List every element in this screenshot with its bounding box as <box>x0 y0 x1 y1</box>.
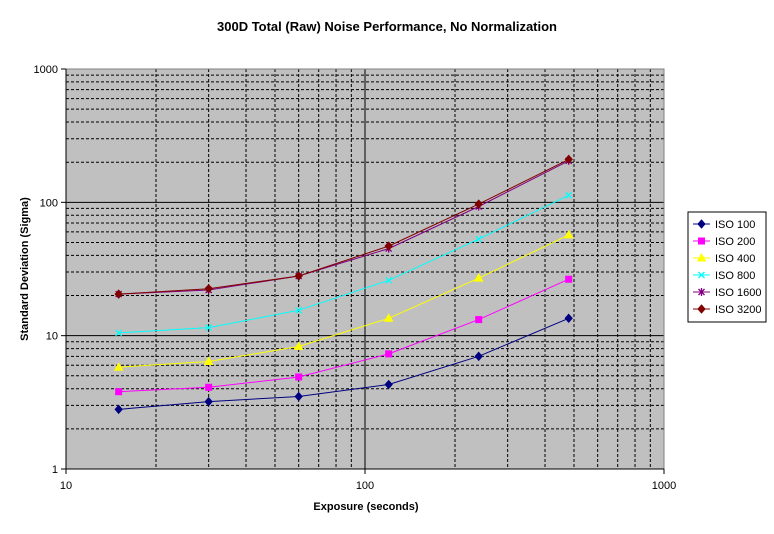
legend-item: ISO 800 <box>693 270 755 282</box>
chart-title: 300D Total (Raw) Noise Performance, No N… <box>217 19 557 34</box>
data-point <box>294 271 303 281</box>
y-tick-label: 100 <box>40 197 58 209</box>
data-point-stroke <box>698 271 705 279</box>
series-iso-200 <box>115 275 573 396</box>
data-point-stroke <box>475 235 483 243</box>
legend-label: ISO 200 <box>715 236 755 248</box>
data-point <box>203 356 214 366</box>
data-point <box>475 235 483 243</box>
x-axis-label: Exposure (seconds) <box>313 501 418 513</box>
x-tick-label: 100 <box>356 480 374 492</box>
data-point-stroke <box>115 329 123 337</box>
gridlines <box>66 69 664 469</box>
data-point <box>385 350 393 358</box>
x-tick-label: 10 <box>60 480 72 492</box>
data-point <box>698 237 705 245</box>
y-tick-label: 10 <box>46 331 58 343</box>
data-point <box>474 199 483 209</box>
y-tick-label: 1 <box>52 464 58 476</box>
data-point <box>384 379 393 390</box>
data-point <box>204 396 213 407</box>
data-point <box>473 273 484 282</box>
data-point <box>295 306 303 314</box>
legend-label: ISO 100 <box>715 219 755 231</box>
data-point <box>294 391 303 402</box>
legend-item: ISO 100 <box>693 219 755 231</box>
data-point <box>698 271 705 279</box>
data-point <box>563 229 574 239</box>
data-point <box>114 289 123 299</box>
series-iso-400 <box>113 229 574 371</box>
legend-item: ISO 1600 <box>693 287 761 299</box>
series-iso-3200 <box>114 154 573 299</box>
data-point <box>565 275 573 283</box>
data-point <box>565 191 573 199</box>
series-line <box>118 194 569 334</box>
data-point <box>564 154 573 165</box>
data-point <box>383 313 394 322</box>
data-point <box>696 252 707 262</box>
data-point <box>564 313 573 324</box>
data-point <box>115 329 123 337</box>
data-point <box>115 388 123 396</box>
data-point <box>293 341 304 350</box>
x-tick-label: 1000 <box>652 480 676 492</box>
data-point <box>113 362 124 371</box>
legend-box <box>687 211 767 323</box>
legend-label: ISO 1600 <box>715 287 761 299</box>
series-iso-800 <box>115 191 573 337</box>
data-point <box>474 351 483 362</box>
series-line <box>118 160 569 295</box>
data-point <box>697 219 706 229</box>
legend-item: ISO 200 <box>693 236 755 248</box>
legend-label: ISO 400 <box>715 253 755 265</box>
series-line <box>118 278 569 393</box>
series-iso-100 <box>114 313 573 415</box>
legend-label: ISO 3200 <box>715 304 761 316</box>
data-point-stroke <box>295 306 303 314</box>
data-point <box>295 373 303 381</box>
series-line <box>118 317 569 410</box>
legend-item: ISO 400 <box>693 252 755 265</box>
data-point <box>114 404 123 415</box>
data-point <box>204 283 213 294</box>
data-point-stroke <box>385 276 393 284</box>
data-point <box>205 324 213 332</box>
data-point <box>385 276 393 284</box>
y-tick-label: 1000 <box>34 64 58 76</box>
data-point <box>205 383 213 391</box>
data-point <box>697 304 706 314</box>
data-point-stroke <box>565 191 573 199</box>
data-point <box>384 241 393 251</box>
legend-item: ISO 3200 <box>693 304 761 316</box>
data-point <box>475 316 483 324</box>
series-line <box>118 158 569 295</box>
data-point-stroke <box>205 324 213 332</box>
legend-label: ISO 800 <box>715 270 755 282</box>
legend: ISO 100 ISO 200 ISO 400 ISO 800 ISO 1600 ISO … <box>687 211 767 323</box>
series-line <box>118 234 569 368</box>
y-axis-label: Standard Deviation (Sigma) <box>19 197 31 341</box>
data-point <box>698 288 705 296</box>
